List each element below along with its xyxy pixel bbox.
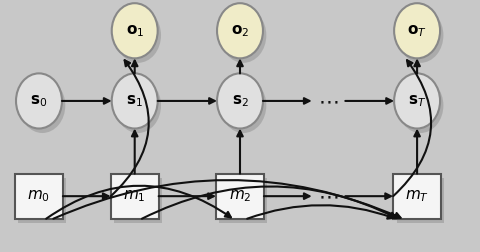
Ellipse shape xyxy=(112,73,157,129)
Text: $m_0$: $m_0$ xyxy=(27,188,50,204)
Ellipse shape xyxy=(220,78,266,133)
Text: $\mathbf{o}_2$: $\mathbf{o}_2$ xyxy=(231,23,249,39)
Ellipse shape xyxy=(397,8,444,63)
Text: $\cdots$: $\cdots$ xyxy=(318,186,339,206)
Text: $\mathbf{s}_1$: $\mathbf{s}_1$ xyxy=(126,93,143,109)
Bar xyxy=(219,178,267,223)
Ellipse shape xyxy=(217,3,263,58)
Bar xyxy=(18,178,66,223)
Ellipse shape xyxy=(394,3,440,58)
Text: $m_1$: $m_1$ xyxy=(123,188,146,204)
Ellipse shape xyxy=(112,3,157,58)
Text: $\mathbf{s}_2$: $\mathbf{s}_2$ xyxy=(231,93,249,109)
Ellipse shape xyxy=(397,78,444,133)
Text: $\mathbf{s}_T$: $\mathbf{s}_T$ xyxy=(408,93,426,109)
Text: $\mathbf{o}_T$: $\mathbf{o}_T$ xyxy=(407,23,427,39)
Bar xyxy=(111,174,158,219)
Bar xyxy=(216,174,264,219)
Ellipse shape xyxy=(220,8,266,63)
Ellipse shape xyxy=(16,73,62,129)
Bar xyxy=(15,174,63,219)
Bar xyxy=(396,178,444,223)
Text: $m_2$: $m_2$ xyxy=(229,188,251,204)
Ellipse shape xyxy=(217,73,263,129)
Text: $m_T$: $m_T$ xyxy=(405,188,429,204)
Ellipse shape xyxy=(19,78,65,133)
Bar xyxy=(393,174,441,219)
Text: $\mathbf{s}_0$: $\mathbf{s}_0$ xyxy=(30,93,48,109)
Ellipse shape xyxy=(394,73,440,129)
Ellipse shape xyxy=(115,8,161,63)
Text: $\mathbf{o}_1$: $\mathbf{o}_1$ xyxy=(126,23,144,39)
Text: $\cdots$: $\cdots$ xyxy=(318,91,339,111)
Bar xyxy=(114,178,162,223)
Ellipse shape xyxy=(115,78,161,133)
